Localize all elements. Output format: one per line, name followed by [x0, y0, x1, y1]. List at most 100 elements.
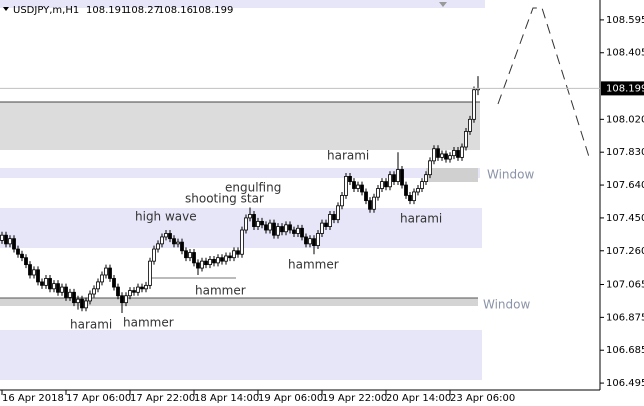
candle-body: [244, 217, 248, 231]
candle-body: [264, 224, 268, 231]
candle: [168, 230, 172, 243]
candle: [468, 115, 472, 135]
candle: [48, 274, 52, 293]
candle-body: [272, 222, 276, 236]
candle-body: [296, 227, 300, 234]
candle: [420, 178, 424, 192]
candle: [4, 231, 8, 248]
candle: [400, 166, 404, 189]
candle-body: [92, 288, 96, 295]
candle: [260, 217, 264, 229]
annotation: harami: [400, 212, 442, 226]
candle-body: [132, 290, 136, 293]
candle: [256, 217, 260, 231]
annotation: hammer: [123, 316, 174, 330]
candle-body: [472, 89, 476, 120]
candle-body: [340, 195, 344, 207]
candle-body: [136, 286, 140, 293]
candle: [60, 283, 64, 296]
candle-body: [44, 278, 48, 286]
candle: [104, 264, 108, 279]
x-tick-label: 18 Apr 14:00: [194, 393, 259, 404]
candle: [356, 181, 360, 192]
candle: [132, 287, 136, 296]
y-tick-label: 107.260: [606, 246, 644, 257]
candle: [152, 245, 156, 265]
candle-body: [196, 262, 200, 269]
candle-body: [312, 238, 316, 246]
candle: [248, 207, 252, 222]
candle: [36, 266, 40, 286]
candle-body: [380, 181, 384, 189]
y-tick-label: 108.020: [606, 114, 644, 125]
candle: [192, 249, 196, 267]
candle-body: [184, 250, 188, 259]
candle: [296, 224, 300, 237]
candle-body: [212, 259, 216, 264]
price-label-bg: [601, 81, 644, 96]
candle-body: [404, 184, 408, 196]
candle-body: [84, 300, 88, 309]
candle-body: [128, 290, 132, 297]
candle-body: [148, 260, 152, 286]
candle: [80, 295, 84, 312]
header-close: 108.199: [192, 5, 233, 16]
x-tick-label: 20 Apr 14:00: [386, 393, 451, 404]
candle: [24, 254, 28, 269]
candle-body: [432, 148, 436, 162]
candle-body: [376, 188, 380, 198]
candle-body: [24, 257, 28, 266]
candle: [196, 259, 200, 275]
candle: [116, 283, 120, 300]
candle: [324, 219, 328, 231]
candle-body: [408, 195, 412, 202]
candle: [140, 283, 144, 293]
candle-body: [168, 233, 172, 240]
candle-body: [220, 257, 224, 262]
candle: [368, 197, 372, 213]
candle-body: [364, 191, 368, 202]
candle: [72, 288, 76, 307]
candle-body: [76, 298, 80, 304]
candle-body: [232, 250, 236, 259]
candle-body: [424, 174, 428, 182]
candle-body: [448, 155, 452, 160]
candle: [268, 219, 272, 234]
candle: [240, 226, 244, 258]
candle-body: [284, 224, 288, 233]
candle: [392, 171, 396, 186]
candle-body: [32, 269, 36, 276]
candle-body: [56, 283, 60, 293]
candle: [124, 292, 128, 307]
candle: [44, 274, 48, 289]
annotation: engulfing: [225, 181, 281, 195]
candle: [32, 266, 36, 279]
candle: [328, 210, 332, 231]
candle-body: [248, 214, 252, 219]
annotation: shooting star: [185, 192, 264, 206]
candle: [0, 231, 4, 244]
candle: [348, 172, 352, 186]
candle-body: [140, 286, 144, 290]
candle: [40, 278, 44, 289]
candle: [28, 261, 32, 279]
candle-body: [436, 148, 440, 158]
candle: [56, 280, 60, 296]
candle-body: [204, 260, 208, 266]
candle-body: [412, 191, 416, 202]
candle: [320, 219, 324, 237]
candle: [204, 257, 208, 269]
candle-body: [224, 255, 228, 262]
candle: [272, 219, 276, 239]
candle-body: [96, 281, 100, 290]
candle: [144, 281, 148, 293]
header-open: 108.191: [86, 5, 127, 16]
candle: [128, 287, 132, 300]
candle-body: [372, 196, 376, 210]
candle-body: [392, 174, 396, 182]
candle-body: [36, 269, 40, 283]
candle: [236, 247, 240, 258]
candle: [156, 240, 160, 253]
candle-body: [236, 250, 240, 255]
candle-body: [292, 229, 296, 234]
